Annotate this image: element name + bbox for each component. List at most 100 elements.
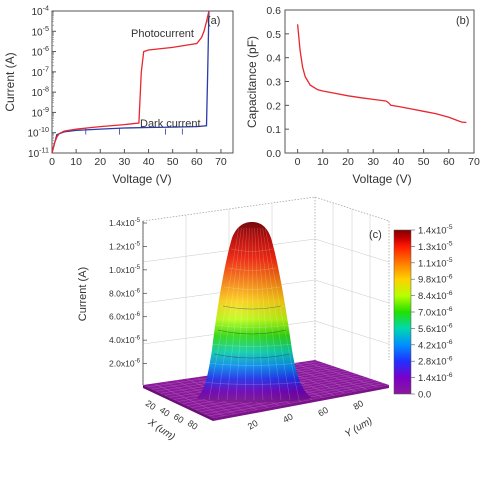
panel-c-z-tick-label: 1.2x10-5 [109,241,141,252]
panel-a-y-tick-label: 10-10 [27,125,49,140]
panel-a-x-tick-label: 10 [70,156,82,168]
panel-c-colorbar-tick-label: 0.0 [418,390,431,401]
panel-c-mesh-line [251,227,255,401]
panel-c-y-tick-label: 60 [316,405,330,419]
panel-c: 2.0x10-6 4.0x10-6 6.0x10-6 8.0x10-6 1.0x10-5… [77,196,453,443]
panel-a-y-tick-label: 10-9 [31,105,49,120]
panel-c-z-tick-label: 1.4x10-5 [109,217,141,228]
panel-c-y-tick-label: 20 [246,418,260,432]
panel-c-mesh-line [259,227,282,401]
panel-c-floor-side [213,385,389,421]
panel-c-mesh-ring [210,343,294,347]
panel-b-xlabel: Voltage (V) [352,172,411,186]
panel-c-z-tick-label: 6.0x10-6 [109,311,141,322]
panel-c-y-tick-label: 80 [351,398,365,412]
panel-c-mesh-ring [204,362,300,366]
panel-b-y-tick-label: 0.0 [266,148,281,160]
panel-c-z-tick-label: 4.0x10-6 [109,334,141,345]
panel-b-y-tick-label: 0.5 [266,29,281,41]
panel-a-y-tick-label: 10-6 [31,44,49,59]
panel-b-y-ticks: 0.0 0.1 0.2 0.3 0.4 0.5 0.6 [266,5,289,160]
panel-a-ylabel: Current (A) [3,52,17,111]
panel-a-y-tick-label: 10-8 [31,85,49,100]
panel-b-x-tick-label: 0 [295,156,301,168]
panel-c-zlabel: Current (A) [77,267,89,321]
panel-a-photocurrent-label: Photocurrent [131,28,194,40]
panel-c-colorbar-tick-label: 2.8x10-6 [418,355,453,367]
panel-a-x-tick-label: 20 [94,156,106,168]
panel-c-mesh-line [208,227,239,401]
panel-c-mesh-line [217,227,242,401]
panel-c-colorbar-tick-label: 8.4x10-6 [418,290,453,302]
panel-b-x-ticks: 0 10 20 30 40 50 60 70 [295,149,480,168]
panel-c-colorbar-tick-label: 1.4x10-6 [418,372,453,384]
panel-b-capacitance-line [296,24,467,124]
panel-c-mesh-line [244,227,250,401]
panel-a-x-tick-label: 0 [49,156,55,168]
panel-c-mesh-ring [198,381,306,385]
panel-a-x-tick-label: 30 [119,156,131,168]
panel-c-label: (c) [369,229,382,241]
panel-b-x-tick-label: 40 [393,156,405,168]
panel-a-y-tick-label: 10-7 [31,64,49,79]
panel-c-colorbar-tick-label: 1.1x10-5 [418,257,453,269]
panel-c-colorbar-tick-label: 1.4x10-5 [418,224,453,236]
panel-c-mesh-ring [224,286,280,290]
panel-c-x-ticks: 20 40 60 80 [144,398,200,432]
panel-c-mesh-line [226,227,245,401]
panel-c-z-tick-label: 2.0x10-6 [109,358,141,369]
panel-c-ylabel: Y (um) [343,416,374,440]
panel-b-y-tick-label: 0.6 [266,5,281,17]
panel-c-floor-gridline [293,362,368,390]
panel-b-y-tick-label: 0.2 [266,100,281,112]
panel-c-colorbar-ticks: 1.4x10-5 1.3x10-5 1.1x10-5 9.8x10-6 8.4x10-6… [411,224,453,401]
panel-c-floor-front [143,385,213,421]
panel-b: 0.0 0.1 0.2 0.3 0.4 0.5 0.6 0 10 20 30 40 50 60 70 (b… [245,5,480,186]
panel-b-y-tick-label: 0.1 [266,124,281,136]
panel-c-floor-gridline [304,361,379,388]
panel-b-x-tick-label: 60 [443,156,455,168]
panel-c-colorbar-tick-label: 9.8x10-6 [418,273,453,285]
panel-c-mesh-ring [215,324,289,328]
panel-c-z-ticks: 2.0x10-6 4.0x10-6 6.0x10-6 8.0x10-6 1.0x10-5… [109,217,147,369]
panel-b-x-tick-label: 10 [317,156,329,168]
panel-a-frame [51,10,234,154]
panel-a-y-ticks: 10-4 10-5 10-6 10-7 10-8 10-9 10-10 10-11 [27,4,56,161]
panel-c-mesh-line [262,227,291,401]
panel-c-peak-shading [196,222,312,403]
panel-c-y-tick-label: 40 [281,411,295,425]
panel-a-x-tick-label: 70 [215,156,227,168]
panel-c-peak-contours [213,305,291,359]
panel-b-label: (b) [456,15,469,27]
panel-a-y-tick-label: 10-4 [31,4,49,19]
panel-c-x-tick-label: 20 [144,398,158,412]
panel-b-ylabel: Capacitance (pF) [245,36,259,128]
panel-c-x-tick-label: 80 [186,418,200,432]
panel-c-xlabel: X (um) [145,416,177,442]
panel-b-frame [284,9,475,154]
panel-c-mesh-line [257,227,273,401]
panel-a-xlabel: Voltage (V) [112,172,171,186]
panel-c-peak-mesh [198,227,306,401]
panel-a-x-tick-label: 50 [167,156,179,168]
panel-a-label: (a) [207,15,220,27]
panel-c-colorbar-tick-label: 5.6x10-6 [418,323,453,335]
panel-b-x-tick-label: 30 [367,156,379,168]
panel-b-x-tick-label: 20 [342,156,354,168]
panel-a-photocurrent-line [51,10,210,154]
panel-c-mesh-line [235,227,247,401]
panel-c-colorbar-tick-label: 7.0x10-6 [418,306,453,318]
panel-b-x-tick-label: 70 [468,156,480,168]
panel-b-y-tick-label: 0.4 [266,53,281,65]
panel-b-x-tick-label: 50 [418,156,430,168]
panel-b-series [296,24,467,124]
panel-c-mesh-ring [231,248,273,252]
panel-a-x-tick-label: 40 [143,156,155,168]
panel-c-colorbar-tick-label: 1.3x10-5 [418,241,453,253]
panel-a-y-tick-label: 10-11 [28,146,49,161]
panel-c-y-ticks: 20 40 60 80 [246,398,365,431]
panel-c-z-tick-label: 1.0x10-5 [109,264,141,275]
panel-c-x-tick-label: 40 [158,405,172,419]
panel-a-y-tick-label: 10-5 [31,24,49,39]
